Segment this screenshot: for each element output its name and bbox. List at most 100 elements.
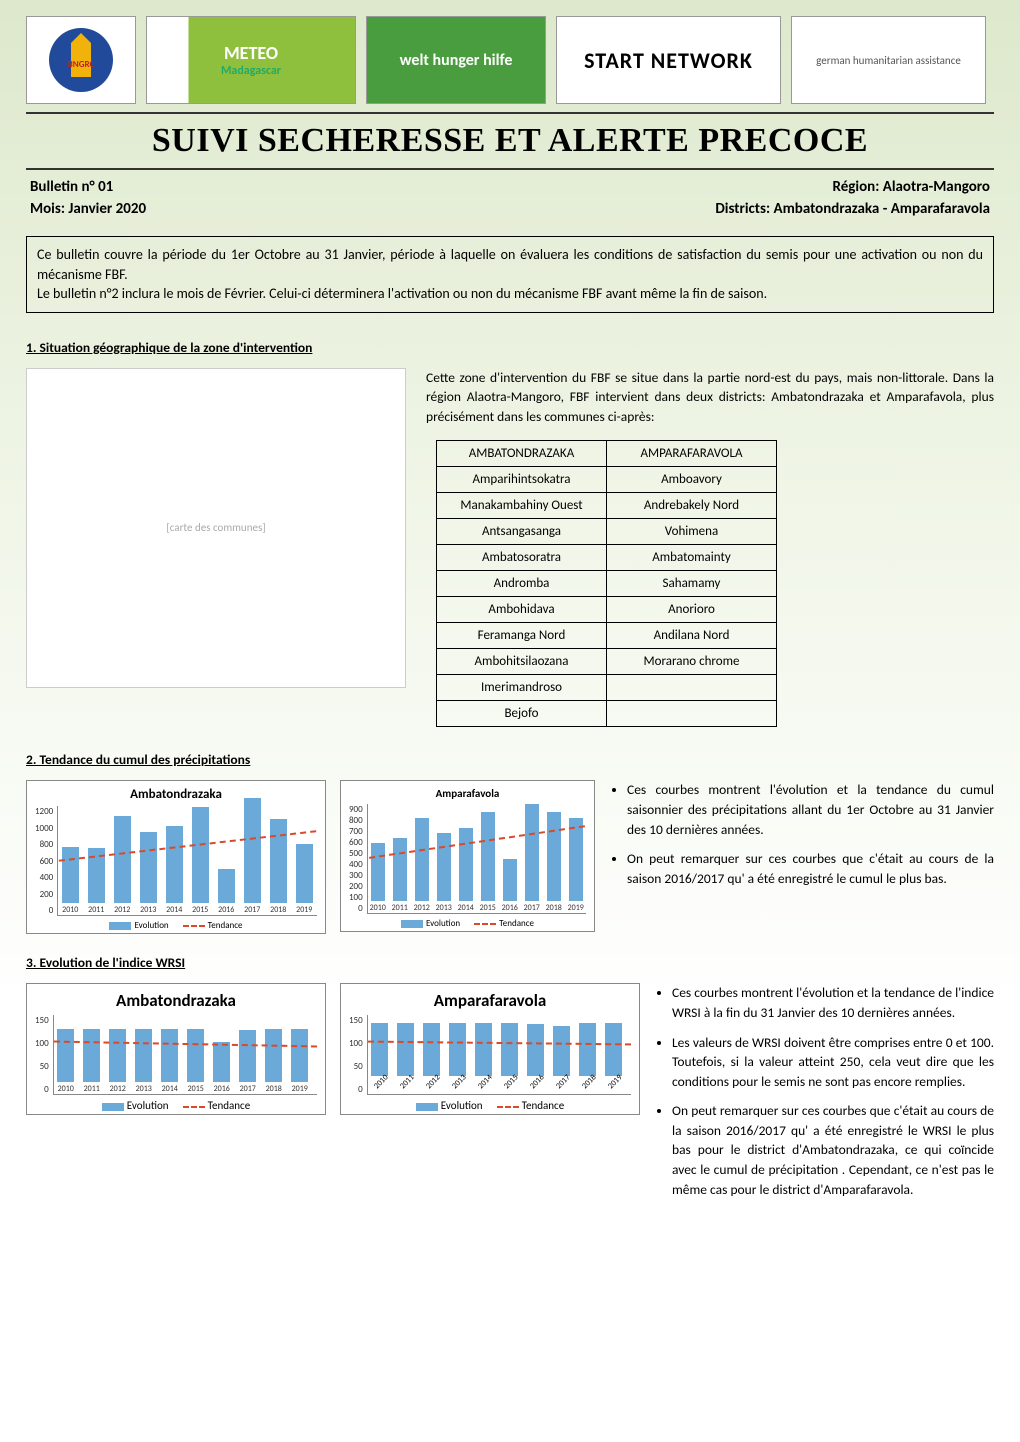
- bar: [114, 816, 131, 903]
- sec3-chart2-area: 0501001502010201120122013201420152016201…: [349, 1015, 631, 1095]
- bar: [239, 1030, 256, 1082]
- bar: [62, 847, 79, 904]
- logo-bngrc: BNGRC: [26, 16, 136, 104]
- bar: [501, 1023, 518, 1076]
- logo-meteo-text: METEO: [224, 42, 278, 64]
- bar: [109, 1029, 126, 1082]
- x-label: 2010: [62, 905, 78, 915]
- bar: [415, 818, 429, 901]
- x-label: 2015: [192, 905, 208, 915]
- x-label: 2015: [188, 1084, 204, 1094]
- sec3-chart2-title: Amparafaravola: [349, 990, 631, 1011]
- bar: [192, 807, 209, 903]
- legend-evolution: Evolution: [109, 920, 168, 931]
- x-label: 2012: [414, 903, 430, 913]
- x-label: 2010: [370, 903, 386, 913]
- bar: [371, 1023, 388, 1076]
- table-cell: Manakambahiny Ouest: [437, 493, 607, 519]
- sec2-chart1-title: Ambatondrazaka: [35, 787, 317, 802]
- sec2-chart2-title: Amparafavola: [349, 787, 586, 800]
- sec2-chart2-area: 0100200300400500600700800900201020112012…: [349, 804, 586, 914]
- sec3-row: Ambatondrazaka 0501001502010201120122013…: [26, 983, 994, 1209]
- region-label: Région: Alaotra-Mangoro: [833, 178, 990, 196]
- table-cell: Amparihintsokatra: [437, 467, 607, 493]
- intro-p1: Ce bulletin couvre la période du 1er Oct…: [37, 245, 983, 284]
- intro-box: Ce bulletin couvre la période du 1er Oct…: [26, 236, 994, 313]
- logo-row: BNGRC METEO Madagascar welt hunger hilfe…: [26, 16, 994, 104]
- bar: [527, 1024, 544, 1076]
- sec2-chart2: Amparafavola 010020030040050060070080090…: [340, 780, 595, 932]
- bar: [83, 1029, 100, 1082]
- note-item: Les valeurs de WRSI doivent être compris…: [672, 1033, 994, 1092]
- table-cell: Imerimandroso: [437, 675, 607, 701]
- sec2-notes: Ces courbes montrent l'évolution et la t…: [609, 780, 994, 898]
- table-header: AMBATONDRAZAKA: [437, 441, 607, 467]
- table-cell: Andromba: [437, 571, 607, 597]
- table-cell: Morarano chrome: [607, 649, 777, 675]
- bar: [449, 1023, 466, 1076]
- x-label: 2017: [244, 905, 260, 915]
- x-label: 2016: [218, 905, 234, 915]
- bar: [525, 804, 539, 902]
- bar: [481, 812, 495, 901]
- bar: [569, 818, 583, 901]
- sec1-desc: Cette zone d'intervention du FBF se situ…: [426, 368, 994, 427]
- bar: [57, 1029, 74, 1082]
- bar: [166, 826, 183, 904]
- x-label: 2016: [502, 903, 518, 913]
- sec3-chart1: Ambatondrazaka 0501001502010201120122013…: [26, 983, 326, 1115]
- x-label: 2018: [270, 905, 286, 915]
- bar: [397, 1023, 414, 1076]
- x-label: 2017: [240, 1084, 256, 1094]
- title-bar: SUIVI SECHERESSE ET ALERTE PRECOCE: [26, 112, 994, 170]
- table-cell: Andilana Nord: [607, 623, 777, 649]
- sec3-chart1-legend: Evolution Tendance: [35, 1099, 317, 1112]
- bar: [423, 1023, 440, 1076]
- x-label: 2010: [58, 1084, 74, 1094]
- x-label: 2019: [292, 1084, 308, 1094]
- table-cell: Ambohitsilaozana: [437, 649, 607, 675]
- bar: [371, 843, 385, 902]
- logo-start-text: START NETWORK: [584, 47, 753, 74]
- bar: [296, 844, 313, 904]
- sec3-chart2: Amparafaravola 0501001502010201120122013…: [340, 983, 640, 1115]
- bar: [475, 1023, 492, 1076]
- x-label: 2014: [166, 905, 182, 915]
- note-item: On peut remarquer sur ces courbes que c'…: [627, 849, 994, 888]
- bar: [547, 812, 561, 901]
- bar: [265, 1029, 282, 1082]
- x-label: 2018: [266, 1084, 282, 1094]
- sec1-body: [carte des communes] Cette zone d'interv…: [26, 368, 994, 728]
- table-cell: Ambatomainty: [607, 545, 777, 571]
- table-cell: Antsangasanga: [437, 519, 607, 545]
- logo-gha: german humanitarian assistance: [791, 16, 986, 104]
- x-label: 2019: [568, 903, 584, 913]
- x-label: 2011: [392, 903, 408, 913]
- table-cell: [607, 675, 777, 701]
- x-label: 2017: [524, 903, 540, 913]
- x-label: 2014: [458, 903, 474, 913]
- logo-start: START NETWORK: [556, 16, 781, 104]
- intro-p2: Le bulletin n°2 inclura le mois de Févri…: [37, 284, 983, 304]
- bar: [605, 1023, 622, 1076]
- x-label: 2013: [140, 905, 156, 915]
- bar: [459, 828, 473, 901]
- legend-tendance: Tendance: [183, 920, 243, 931]
- bar: [270, 819, 287, 903]
- bar: [579, 1023, 596, 1076]
- map-placeholder: [carte des communes]: [26, 368, 406, 688]
- bar: [244, 798, 261, 903]
- sec2-chart1: Ambatondrazaka 0200400600800100012002010…: [26, 780, 326, 934]
- note-item: Ces courbes montrent l'évolution et la t…: [672, 983, 994, 1022]
- sec2-chart1-legend: Evolution Tendance: [35, 920, 317, 931]
- x-label: 2018: [546, 903, 562, 913]
- table-cell: Feramanga Nord: [437, 623, 607, 649]
- sec2-chart2-legend: Evolution Tendance: [349, 918, 586, 929]
- table-header: AMPARAFARAVOLA: [607, 441, 777, 467]
- bar: [503, 859, 517, 902]
- page-title: SUIVI SECHERESSE ET ALERTE PRECOCE: [26, 122, 994, 160]
- sec3-chart1-title: Ambatondrazaka: [35, 990, 317, 1011]
- meta-row-1: Bulletin n° 01 Région: Alaotra-Mangoro: [26, 176, 994, 198]
- sec1-heading: 1. Situation géographique de la zone d'i…: [26, 339, 994, 356]
- table-cell: Ambohidava: [437, 597, 607, 623]
